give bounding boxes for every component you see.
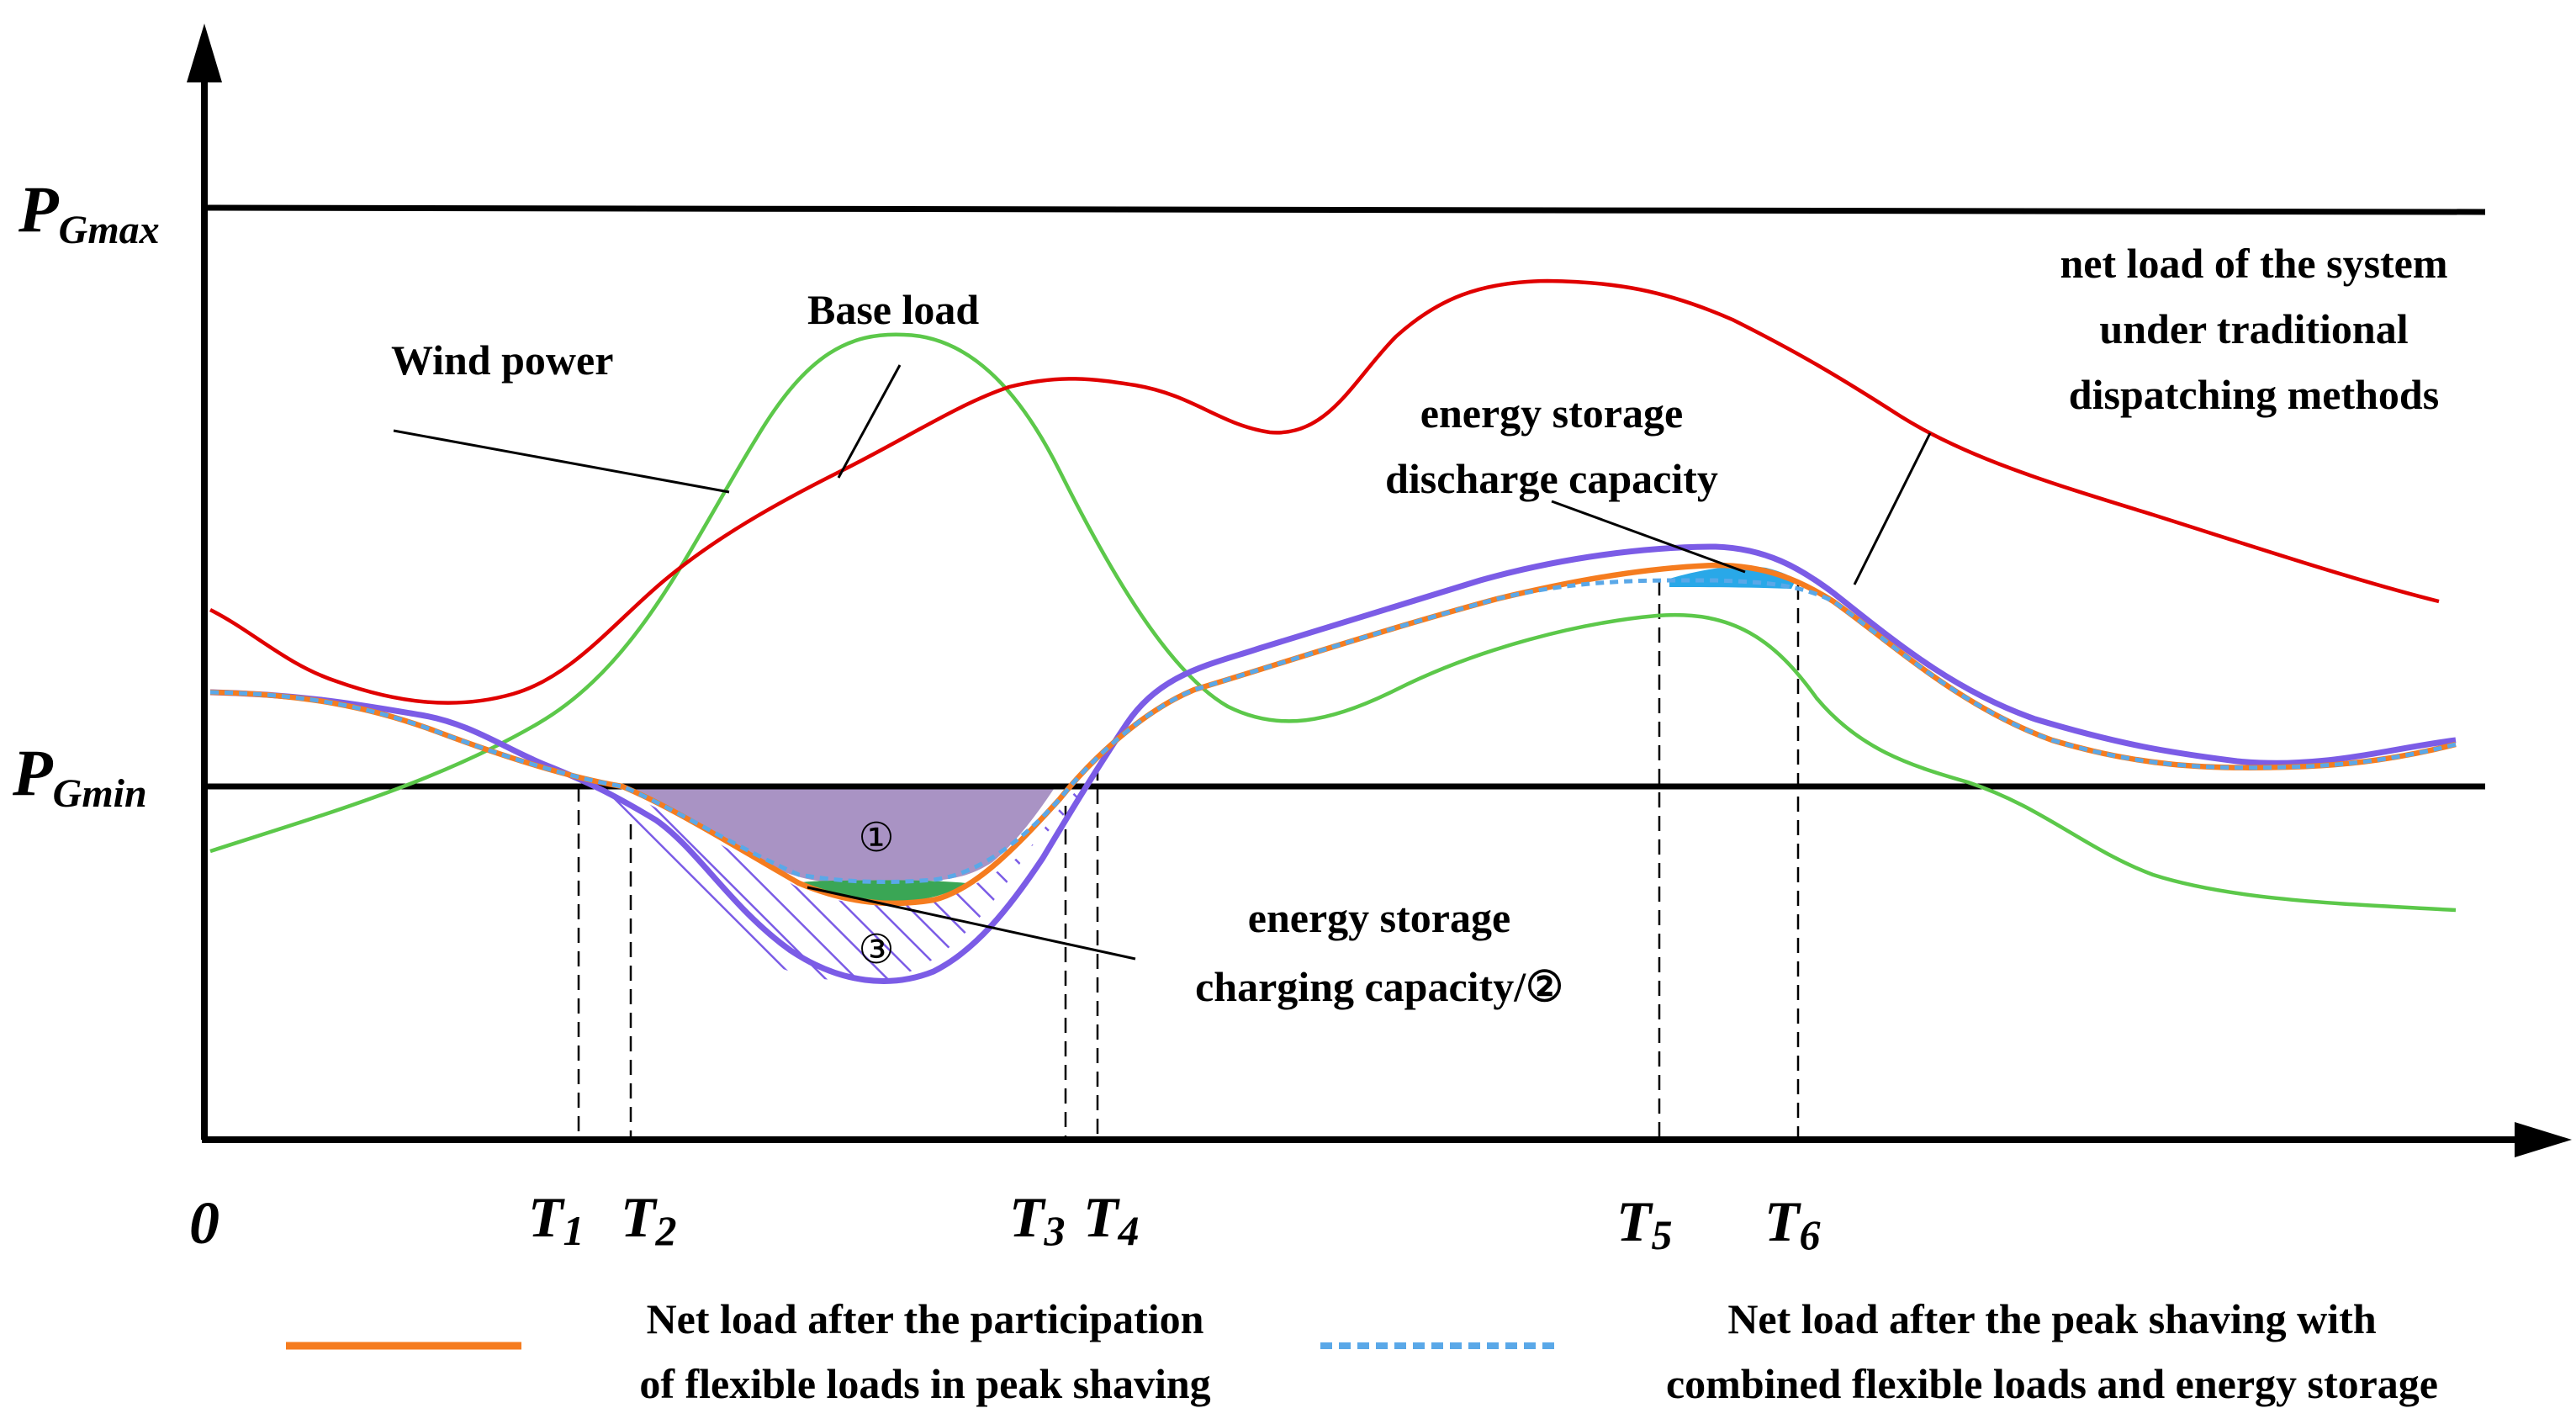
- discharge-capacity-label: energy storage discharge capacity: [1385, 389, 1718, 502]
- svg-text:Net load after the participati: Net load after the participation: [647, 1295, 1204, 1342]
- base-load-curve: [209, 332, 2457, 913]
- y-axis-arrow: [187, 24, 222, 82]
- leader-lines: [393, 364, 1932, 961]
- t3-label: T3: [1009, 1185, 1066, 1254]
- legend-flexible-text: Net load after the participation of flex…: [639, 1295, 1210, 1407]
- svg-text:combined flexible loads and en: combined flexible loads and energy stora…: [1666, 1360, 2438, 1407]
- charging-capacity-label: energy storage charging capacity/②: [1195, 894, 1563, 1010]
- base-load-label: Base load: [807, 286, 979, 333]
- origin-label: 0: [189, 1189, 220, 1257]
- traditional-net-load-curve: [209, 543, 2457, 984]
- svg-text:energy storage: energy storage: [1248, 894, 1510, 941]
- svg-text:energy storage: energy storage: [1420, 389, 1683, 437]
- svg-text:under traditional: under traditional: [2099, 305, 2408, 352]
- pgmin-label: PGmin: [12, 736, 147, 816]
- pgmax-line: [204, 204, 2486, 215]
- t5-label: T5: [1616, 1189, 1673, 1258]
- net-load-traditional-label: net load of the system under traditional…: [2060, 240, 2447, 418]
- wind-power-curve: [209, 278, 2440, 705]
- svg-text:net load of the system: net load of the system: [2060, 240, 2447, 287]
- flexible-net-load-curve: [209, 562, 2457, 907]
- t1-label: T1: [528, 1185, 584, 1254]
- time-guides: [577, 580, 1800, 1140]
- pgmax-label: PGmax: [18, 172, 160, 252]
- wind-power-label: Wind power: [391, 336, 613, 384]
- x-axis-arrow: [2515, 1122, 2572, 1157]
- t4-label: T4: [1083, 1185, 1140, 1254]
- region-1-label: ①: [858, 814, 894, 861]
- charge-fill: [795, 880, 967, 902]
- combined-net-load-curve: [209, 578, 2457, 884]
- region-3-label: ③: [858, 926, 894, 973]
- region-1-fill: [627, 786, 1055, 881]
- svg-text:Net load after the peak shavin: Net load after the peak shaving with: [1727, 1295, 2377, 1342]
- svg-text:discharge capacity: discharge capacity: [1385, 455, 1718, 502]
- discharge-fill: [1669, 566, 1796, 589]
- svg-text:dispatching methods: dispatching methods: [2069, 371, 2439, 418]
- t2-label: T2: [621, 1185, 677, 1254]
- svg-text:of flexible loads in peak shav: of flexible loads in peak shaving: [639, 1360, 1210, 1407]
- t6-label: T6: [1764, 1189, 1821, 1258]
- svg-text:charging capacity/②: charging capacity/②: [1195, 963, 1563, 1010]
- region-3-hatch: [589, 782, 1085, 982]
- legend-combined-text: Net load after the peak shaving with com…: [1666, 1295, 2438, 1407]
